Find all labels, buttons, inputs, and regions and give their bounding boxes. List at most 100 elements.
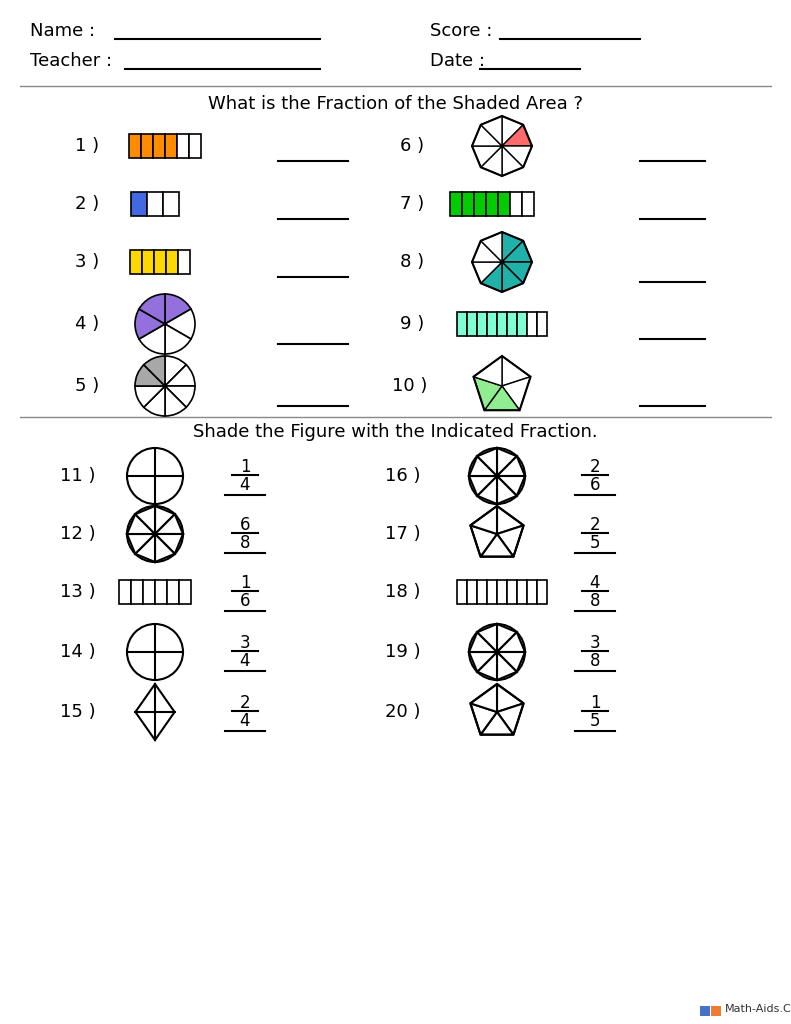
Polygon shape bbox=[502, 377, 531, 411]
Bar bbox=[166, 250, 178, 274]
Polygon shape bbox=[471, 525, 497, 557]
Polygon shape bbox=[484, 386, 520, 411]
Text: 15 ): 15 ) bbox=[60, 703, 96, 721]
Wedge shape bbox=[135, 386, 165, 408]
Polygon shape bbox=[502, 125, 532, 146]
Wedge shape bbox=[165, 365, 195, 386]
Polygon shape bbox=[502, 232, 523, 262]
Polygon shape bbox=[472, 125, 502, 146]
Text: Name :: Name : bbox=[30, 22, 95, 40]
Bar bbox=[450, 193, 462, 216]
Bar bbox=[163, 193, 179, 216]
Polygon shape bbox=[135, 684, 175, 740]
Bar bbox=[141, 134, 153, 158]
Text: Date :: Date : bbox=[430, 52, 485, 70]
Text: 1: 1 bbox=[240, 458, 250, 476]
Text: 1: 1 bbox=[589, 694, 600, 712]
Text: 4: 4 bbox=[240, 652, 250, 670]
Bar bbox=[153, 134, 165, 158]
Bar bbox=[119, 580, 131, 604]
Bar bbox=[167, 580, 179, 604]
Bar bbox=[179, 580, 191, 604]
Polygon shape bbox=[469, 476, 497, 496]
Bar bbox=[497, 580, 507, 604]
Bar bbox=[189, 134, 201, 158]
Wedge shape bbox=[139, 294, 165, 324]
Wedge shape bbox=[135, 309, 165, 339]
Text: 7 ): 7 ) bbox=[400, 195, 424, 213]
Polygon shape bbox=[502, 146, 523, 176]
Wedge shape bbox=[165, 324, 191, 354]
Polygon shape bbox=[472, 241, 502, 262]
Bar bbox=[700, 1006, 710, 1016]
Polygon shape bbox=[502, 262, 523, 292]
Text: Teacher :: Teacher : bbox=[30, 52, 112, 70]
Text: Shade the Figure with the Indicated Fraction.: Shade the Figure with the Indicated Frac… bbox=[193, 423, 597, 441]
Bar bbox=[507, 312, 517, 336]
Text: 8: 8 bbox=[590, 652, 600, 670]
Polygon shape bbox=[497, 506, 524, 534]
Text: 1 ): 1 ) bbox=[75, 137, 99, 155]
Text: 2: 2 bbox=[240, 694, 250, 712]
Text: 5 ): 5 ) bbox=[75, 377, 99, 395]
Text: 11 ): 11 ) bbox=[60, 467, 96, 485]
Polygon shape bbox=[155, 534, 183, 554]
Text: 6: 6 bbox=[590, 476, 600, 494]
Polygon shape bbox=[481, 116, 502, 146]
Bar bbox=[143, 580, 155, 604]
Circle shape bbox=[127, 449, 183, 504]
Text: What is the Fraction of the Shaded Area ?: What is the Fraction of the Shaded Area … bbox=[207, 95, 582, 113]
Bar bbox=[522, 193, 534, 216]
Polygon shape bbox=[471, 684, 497, 712]
Bar bbox=[498, 193, 510, 216]
Polygon shape bbox=[477, 652, 497, 680]
Polygon shape bbox=[502, 356, 531, 386]
Polygon shape bbox=[497, 449, 517, 476]
Polygon shape bbox=[497, 457, 525, 476]
Bar bbox=[467, 580, 477, 604]
Polygon shape bbox=[135, 506, 155, 534]
Wedge shape bbox=[165, 386, 195, 408]
Polygon shape bbox=[477, 624, 497, 652]
Polygon shape bbox=[471, 506, 497, 534]
Bar bbox=[497, 312, 507, 336]
Polygon shape bbox=[497, 652, 517, 680]
Polygon shape bbox=[469, 457, 497, 476]
Text: 4: 4 bbox=[240, 476, 250, 494]
Text: 2 ): 2 ) bbox=[75, 195, 99, 213]
Polygon shape bbox=[481, 232, 502, 262]
Bar bbox=[474, 193, 486, 216]
Text: 5: 5 bbox=[590, 534, 600, 552]
Wedge shape bbox=[165, 386, 186, 416]
Polygon shape bbox=[481, 534, 513, 557]
Polygon shape bbox=[471, 703, 497, 734]
Bar bbox=[467, 312, 477, 336]
Polygon shape bbox=[155, 534, 175, 562]
Bar bbox=[487, 580, 497, 604]
Bar bbox=[147, 193, 163, 216]
Text: 3: 3 bbox=[240, 634, 250, 652]
Polygon shape bbox=[497, 624, 517, 652]
Text: 18 ): 18 ) bbox=[385, 583, 421, 601]
Text: 3: 3 bbox=[589, 634, 600, 652]
Polygon shape bbox=[474, 356, 502, 386]
Text: 10 ): 10 ) bbox=[392, 377, 427, 395]
Bar bbox=[527, 312, 537, 336]
Polygon shape bbox=[155, 506, 175, 534]
Text: Score :: Score : bbox=[430, 22, 492, 40]
Text: 3 ): 3 ) bbox=[75, 253, 99, 271]
Polygon shape bbox=[502, 262, 532, 284]
Bar bbox=[477, 580, 487, 604]
Bar bbox=[130, 250, 142, 274]
Polygon shape bbox=[127, 534, 155, 554]
Polygon shape bbox=[497, 684, 524, 712]
Bar bbox=[154, 250, 166, 274]
Bar bbox=[177, 134, 189, 158]
Polygon shape bbox=[474, 377, 502, 411]
Text: 4: 4 bbox=[240, 712, 250, 730]
Polygon shape bbox=[472, 262, 502, 284]
Text: 8: 8 bbox=[240, 534, 250, 552]
Text: Math-Aids.Com: Math-Aids.Com bbox=[725, 1004, 791, 1014]
Bar bbox=[155, 580, 167, 604]
Bar bbox=[517, 312, 527, 336]
